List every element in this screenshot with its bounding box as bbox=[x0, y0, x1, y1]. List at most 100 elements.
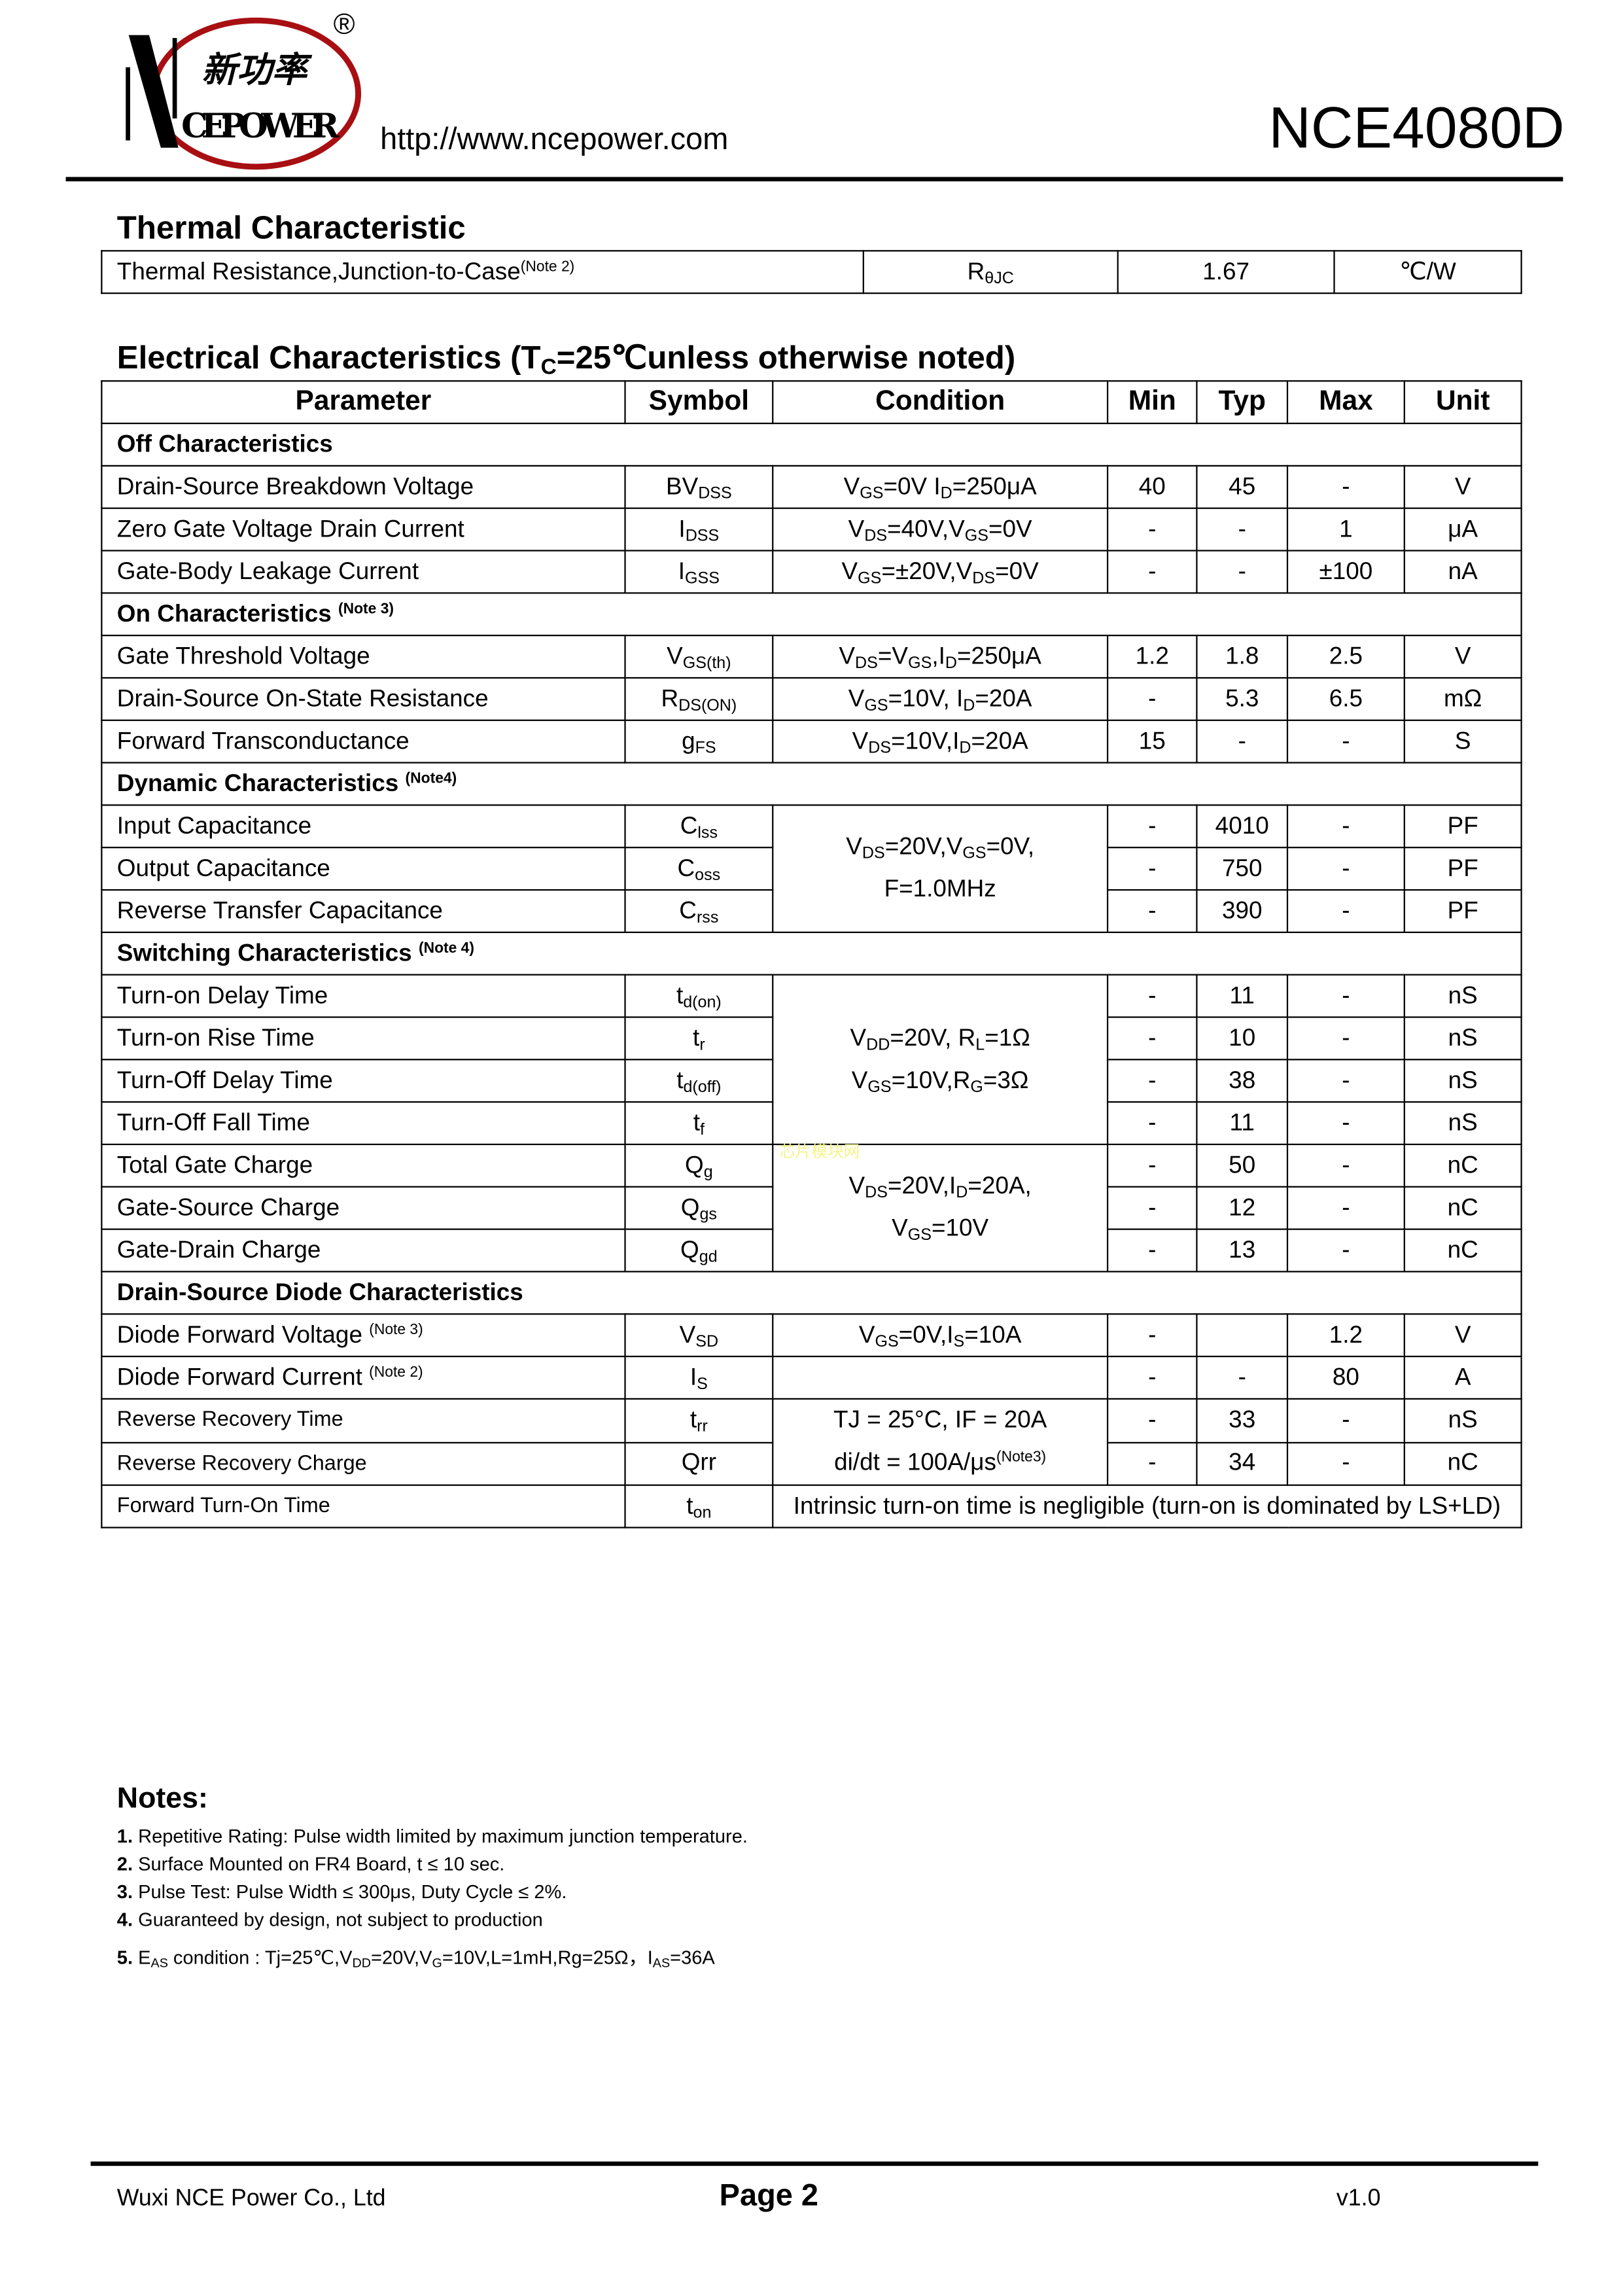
table-row: Reverse Recovery Charge Qrr -34- nC bbox=[101, 1441, 1522, 1486]
unit-cell: V bbox=[1403, 465, 1522, 509]
table-header-row: Parameter Symbol Condition Min Typ Max Unit bbox=[101, 380, 1522, 425]
max-cell: 2.5 bbox=[1286, 635, 1405, 679]
section-label: Switching Characteristics (Note 4) bbox=[101, 931, 1522, 976]
section-row: Drain-Source Diode Characteristics bbox=[101, 1271, 1522, 1315]
min-cell: - bbox=[1106, 847, 1198, 891]
parameter-cell: Gate-Body Leakage Current bbox=[101, 550, 626, 594]
condition-cell: VGS=0V,IS=10A bbox=[772, 1313, 1109, 1358]
parameter-cell: Drain-Source Breakdown Voltage bbox=[101, 465, 626, 509]
part-number: NCE4080D bbox=[1268, 96, 1565, 161]
ncepower-logo: 新功率 CEPOWER bbox=[126, 17, 362, 170]
note-item: 2. Surface Mounted on FR4 Board, t ≤ 10 … bbox=[116, 1852, 505, 1875]
parameter-cell: Zero Gate Voltage Drain Current bbox=[101, 507, 626, 552]
company-name: Wuxi NCE Power Co., Ltd bbox=[116, 2186, 386, 2212]
symbol-cell: Qgd bbox=[624, 1228, 774, 1273]
typ-cell: - bbox=[1196, 1355, 1289, 1400]
typ-cell: 4010 bbox=[1196, 804, 1289, 849]
unit-cell: mΩ bbox=[1403, 677, 1522, 721]
website-url[interactable]: http://www.ncepower.com bbox=[380, 122, 729, 157]
typ-cell: 11 bbox=[1196, 1101, 1289, 1146]
thermal-param: Thermal Resistance,Junction-to-Case(Note… bbox=[101, 250, 864, 294]
condition-cell: VDD=20V, RL=1Ω VGS=10V,RG=3Ω bbox=[772, 974, 1109, 1146]
note-item: 5. EAS condition : Tj=25℃,VDD=20V,VG=10V… bbox=[116, 1946, 715, 1971]
unit-cell: S bbox=[1403, 719, 1522, 764]
condition-cell: Intrinsic turn-on time is negligible (tu… bbox=[772, 1484, 1522, 1528]
max-cell: - bbox=[1286, 974, 1405, 1018]
watermark: 芯片模块网 bbox=[779, 1143, 860, 1161]
parameter-cell: Gate Threshold Voltage bbox=[101, 635, 626, 679]
logo-n-stroke bbox=[128, 35, 179, 148]
parameter-cell: Total Gate Charge bbox=[101, 1143, 626, 1188]
symbol-cell: IGSS bbox=[624, 550, 774, 594]
column-header-condition: Condition bbox=[772, 380, 1109, 425]
symbol-cell: td(off) bbox=[624, 1059, 774, 1103]
header-divider bbox=[65, 177, 1563, 182]
unit-cell: nS bbox=[1403, 1016, 1522, 1061]
min-cell: - bbox=[1106, 550, 1198, 594]
min-cell: - bbox=[1106, 1059, 1198, 1103]
condition-cell: VDS=20V,ID=20A, VGS=10V bbox=[772, 1143, 1109, 1273]
thermal-symbol: RθJC bbox=[862, 250, 1119, 294]
max-cell: - bbox=[1286, 889, 1405, 933]
section-label: Drain-Source Diode Characteristics bbox=[101, 1271, 1522, 1315]
typ-cell: - bbox=[1196, 719, 1289, 764]
condition-cell bbox=[772, 1355, 1109, 1400]
unit-cell: PF bbox=[1403, 889, 1522, 933]
min-cell: - bbox=[1106, 1186, 1198, 1230]
section-label: Off Characteristics bbox=[101, 422, 1522, 467]
typ-cell: - bbox=[1196, 507, 1289, 552]
max-cell: - bbox=[1286, 804, 1405, 849]
table-row: Total Gate Charge Qg VDS=20V,ID=20A, VGS=10… bbox=[101, 1143, 1522, 1273]
footer-divider bbox=[90, 2161, 1539, 2166]
condition-cell: TJ = 25°C, IF = 20A di/dt = 100A/μs(Note3… bbox=[772, 1398, 1109, 1486]
max-cell: - bbox=[1286, 465, 1405, 509]
min-cell: - bbox=[1106, 1355, 1198, 1400]
unit-cell: PF bbox=[1403, 804, 1522, 849]
column-header-min: Min bbox=[1106, 380, 1198, 425]
table-row: Turn-on Delay Time td(on) VDD=20V, RL=1Ω VG… bbox=[101, 974, 1522, 1146]
min-cell: - bbox=[1106, 1398, 1198, 1443]
max-cell: 1 bbox=[1286, 507, 1405, 552]
unit-cell: nC bbox=[1403, 1143, 1522, 1188]
max-cell: 80 bbox=[1286, 1355, 1405, 1400]
note-item: 3. Pulse Test: Pulse Width ≤ 300μs, Duty… bbox=[116, 1881, 567, 1903]
symbol-cell: tr bbox=[624, 1016, 774, 1061]
parameter-cell: Reverse Recovery Charge bbox=[101, 1441, 626, 1486]
unit-cell: nC bbox=[1403, 1228, 1522, 1273]
registered-mark: ® bbox=[333, 9, 355, 41]
unit-cell: nC bbox=[1403, 1441, 1522, 1486]
table-row: Gate-Source Charge Qgs -12- nC bbox=[101, 1186, 1522, 1230]
table-row: Thermal Resistance,Junction-to-Case(Note… bbox=[101, 250, 1522, 294]
section-row: On Characteristics (Note 3) bbox=[101, 592, 1522, 637]
parameter-cell: Output Capacitance bbox=[101, 847, 626, 891]
symbol-cell: IS bbox=[624, 1355, 774, 1400]
page-number: Page 2 bbox=[719, 2179, 819, 2213]
svg-text:CEPOWER: CEPOWER bbox=[181, 107, 340, 146]
max-cell: - bbox=[1286, 1441, 1405, 1486]
min-cell: - bbox=[1106, 1101, 1198, 1146]
parameter-cell: Reverse Transfer Capacitance bbox=[101, 889, 626, 933]
parameter-cell: Forward Transconductance bbox=[101, 719, 626, 764]
min-cell: - bbox=[1106, 974, 1198, 1018]
table-row: Forward Turn-On Time ton Intrinsic turn-on… bbox=[101, 1484, 1522, 1528]
unit-cell: nS bbox=[1403, 1101, 1522, 1146]
thermal-unit: ℃/W bbox=[1333, 250, 1522, 294]
symbol-cell: BVDSS bbox=[624, 465, 774, 509]
symbol-cell: ton bbox=[624, 1484, 774, 1528]
typ-cell: 50 bbox=[1196, 1143, 1289, 1188]
typ-cell: 11 bbox=[1196, 974, 1289, 1018]
min-cell: 15 bbox=[1106, 719, 1198, 764]
parameter-cell: Turn-Off Delay Time bbox=[101, 1059, 626, 1103]
parameter-cell: Gate-Source Charge bbox=[101, 1186, 626, 1230]
version: v1.0 bbox=[1336, 2186, 1381, 2212]
table-row: Diode Forward Voltage (Note 3) VSD VGS=0V,… bbox=[101, 1313, 1522, 1358]
typ-cell: 33 bbox=[1196, 1398, 1289, 1443]
table-row: Forward Transconductance gFS VDS=10V,ID=20… bbox=[101, 719, 1522, 764]
svg-text:新功率: 新功率 bbox=[201, 49, 312, 90]
symbol-cell: gFS bbox=[624, 719, 774, 764]
symbol-cell: Qrr bbox=[624, 1441, 774, 1486]
unit-cell: nS bbox=[1403, 1059, 1522, 1103]
min-cell: 40 bbox=[1106, 465, 1198, 509]
symbol-cell: Qg bbox=[624, 1143, 774, 1188]
